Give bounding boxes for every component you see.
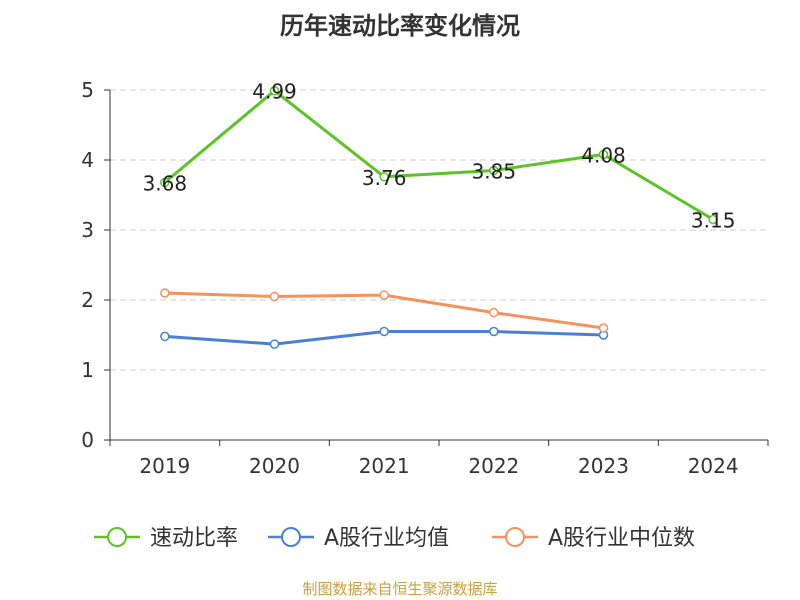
- legend-marker: [281, 527, 301, 547]
- data-labels: 3.68 4.99 3.76 3.85 4.08 3.15: [143, 80, 736, 233]
- data-point: [489, 326, 499, 337]
- data-point: [269, 85, 280, 96]
- data-point: [269, 291, 280, 302]
- data-point: [379, 326, 389, 337]
- axes: 0 1 2 3 4 5 2019 2020 2021 2022 2023 2024: [81, 78, 769, 478]
- data-point: [269, 339, 280, 349]
- y-tick-label: 1: [81, 358, 94, 382]
- data-label: 3.76: [362, 166, 407, 190]
- legend-label: A股行业均值: [324, 526, 449, 551]
- series-line-0: [163, 89, 714, 221]
- source-note: 制图数据来自恒生聚源数据库: [302, 580, 498, 598]
- data-point: [598, 149, 609, 160]
- y-tick-label: 5: [81, 78, 94, 102]
- grid-lines: [110, 89, 768, 371]
- legend-label: A股行业中位数: [548, 526, 695, 551]
- chart-title: 历年速动比率变化情况: [280, 12, 520, 40]
- data-point: [489, 307, 499, 318]
- y-tick-label: 3: [81, 218, 94, 242]
- legend: 速动比率 A股行业均值 A股行业中位数: [94, 526, 695, 551]
- x-tick-label: 2021: [359, 454, 410, 478]
- legend-marker: [107, 527, 127, 547]
- series-lines: [160, 85, 718, 349]
- data-label: 4.08: [581, 143, 626, 167]
- data-label: 3.68: [143, 171, 188, 195]
- x-tick-label: 2019: [139, 454, 190, 478]
- legend-label: 速动比率: [150, 526, 238, 551]
- x-tick-label: 2022: [468, 454, 519, 478]
- data-point: [598, 323, 609, 333]
- data-point: [489, 165, 499, 176]
- data-point: [160, 288, 170, 298]
- data-point: [160, 177, 170, 188]
- data-label: 4.99: [252, 80, 297, 104]
- legend-marker: [505, 527, 525, 547]
- data-point: [160, 331, 170, 342]
- data-point: [379, 290, 389, 300]
- data-point: [708, 214, 718, 225]
- x-tick-label: 2024: [688, 454, 739, 478]
- data-label: 3.15: [691, 209, 736, 233]
- y-tick-label: 2: [81, 288, 94, 312]
- data-point: [379, 172, 389, 182]
- y-tick-label: 4: [81, 148, 94, 172]
- y-tick-label: 0: [81, 428, 94, 452]
- data-label: 3.85: [472, 160, 517, 184]
- x-tick-label: 2020: [249, 454, 300, 478]
- x-tick-label: 2023: [578, 454, 629, 478]
